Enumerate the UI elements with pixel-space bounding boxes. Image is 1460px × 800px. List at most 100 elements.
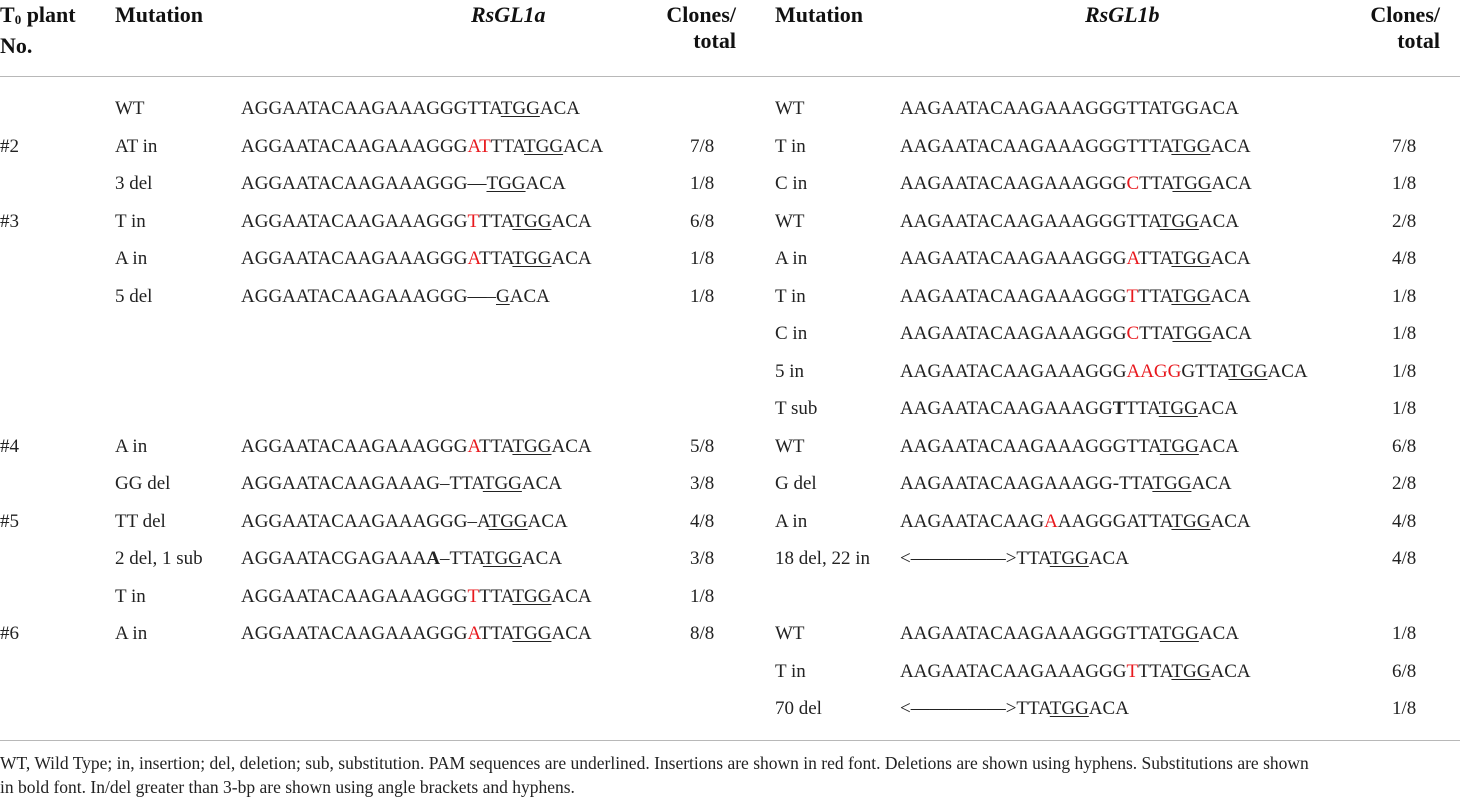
sequence-segment: TGG [1172,323,1212,344]
cell-mutation-a: A in [115,436,148,457]
cell-sequence-b: AAGAATACAAGAAAGGGTTTATGGACA [900,661,1251,683]
cell-sequence-a: AGGAATACGAGAAAA–TTATGGACA [241,548,562,570]
sequence-segment: AAGAATACAAGAAAGGGTTA [900,623,1160,644]
header-rule [0,76,1460,77]
cell-mutation-a: 5 del [115,286,153,307]
sequence-segment: TGG [1159,623,1199,644]
sequence-segment: AAGAATACAAGAAAGGGTTA [900,211,1160,232]
sequence-segment: AAGAATACAAGAAAGGGTTTA [900,136,1172,157]
cell-sequence-b: AAGAATACAAGAAAGGGTTATGGACA [900,436,1239,458]
sequence-segment: T [1112,398,1126,419]
cell-clones-b: 2/8 [1392,473,1417,494]
cell-clones-a: 8/8 [690,623,715,644]
sequence-segment: TGG [1172,173,1212,194]
cell-plant-number: #2 [0,136,19,157]
sequence-segment: ACA [525,173,566,194]
sequence-segment: TGG [1152,473,1192,494]
sequence-segment: –TTA [440,548,483,569]
sequence-segment: TGG [1049,698,1089,719]
header-gene-a: RsGL1a [471,2,546,27]
sequence-segment: ACA [1191,473,1232,494]
sequence-segment: AT [467,136,491,157]
cell-mutation-a: T in [115,211,146,232]
cell-sequence-b: AAGAATACAAGAAAGGGTTATGGACA [900,98,1239,120]
sequence-segment: ACA [1210,661,1251,682]
cell-clones-a: 3/8 [690,473,715,494]
sequence-segment: TGG [1228,361,1268,382]
sequence-segment: T [467,586,480,607]
cell-mutation-b: C in [775,323,808,344]
sequence-segment: AAGAATACAAGAAAGGG [900,661,1127,682]
cell-clones-b: 1/8 [1392,698,1417,719]
sequence-segment: TTA [1139,323,1173,344]
cell-mutation-b: G del [775,473,817,494]
cell-mutation-b: WT [775,98,805,119]
sequence-segment: A [426,548,441,569]
cell-sequence-a: AGGAATACAAGAAAGGG—–GACA [241,286,550,308]
sequence-segment: AAGGGATTA [1057,511,1172,532]
cell-sequence-b: AAGAATACAAGAAAGGGATTATGGACA [900,248,1251,270]
cell-sequence-a: AGGAATACAAGAAAGGG—TGGACA [241,173,566,195]
sequence-segment: TGG [486,173,526,194]
sequence-segment: ACA [527,511,568,532]
cell-clones-b: 4/8 [1392,511,1417,532]
table-footnote: WT, Wild Type; in, insertion; del, delet… [0,751,1460,799]
sequence-segment: TGG [512,211,552,232]
cell-clones-b: 1/8 [1392,623,1417,644]
sequence-segment: TGG [1171,511,1211,532]
cell-mutation-b: A in [775,511,808,532]
cell-clones-a: 3/8 [690,548,715,569]
sequence-segment: AGGAATACGAGAAA [241,548,427,569]
cell-mutation-b: WT [775,436,805,457]
sequence-segment: ACA [1197,398,1238,419]
cell-clones-b: 6/8 [1392,661,1417,682]
cell-sequence-a: AGGAATACAAGAAAGGGTTTATGGACA [241,211,592,233]
cell-sequence-a: AGGAATACAAGAAAG–TTATGGACA [241,473,562,495]
footer-rule [0,740,1460,741]
sequence-segment: A [467,436,480,457]
cell-sequence-a: AGGAATACAAGAAAGGGATTATGGACA [241,248,592,270]
sequence-segment: ACA [563,136,604,157]
cell-mutation-b: A in [775,248,808,269]
sequence-segment: ACA [1211,323,1252,344]
sequence-segment: AGGAATACAAGAAAGGG–A [241,511,489,532]
cell-mutation-a: A in [115,248,148,269]
sequence-segment: ACA [551,436,592,457]
cell-plant-number: #5 [0,511,19,532]
sequence-segment: C [1126,323,1140,344]
sequence-segment: AAGAATACAAGAAAGGG [900,286,1127,307]
cell-sequence-a: AGGAATACAAGAAAGGGATTTATGGACA [241,136,603,158]
cell-sequence-b: <—————>TTATGGACA [900,698,1129,720]
cell-clones-b: 4/8 [1392,248,1417,269]
sequence-segment: TTA [1138,661,1172,682]
sequence-segment: AGGAATACAAGAAAGGG [241,623,468,644]
sequence-segment: ACA [551,623,592,644]
sequence-segment: ACA [1211,173,1252,194]
cell-clones-a: 1/8 [690,286,715,307]
sequence-segment: TTA [1139,173,1173,194]
header-mutation-b: Mutation [775,2,863,27]
cell-sequence-b: <—————>TTATGGACA [900,548,1129,570]
cell-plant-number: #3 [0,211,19,232]
sequence-segment: ACA [539,98,580,119]
cell-clones-a: 1/8 [690,248,715,269]
cell-sequence-b: AAGAATACAAGAAAGGGTTATGGACA [900,211,1239,233]
sequence-segment: AGGAATACAAGAAAGGG—– [241,286,496,307]
sequence-segment: A [1126,248,1139,269]
sequence-segment: A [1044,511,1058,532]
sequence-segment: AAGAATACAAGAAAGGGTTA [900,436,1160,457]
sequence-segment: TGG [512,248,552,269]
cell-clones-a: 5/8 [690,436,715,457]
cell-mutation-b: WT [775,623,805,644]
cell-mutation-b: 18 del, 22 in [775,548,870,569]
sequence-segment: TGG [1171,248,1211,269]
sequence-segment: ACA [1198,436,1239,457]
sequence-segment: TTA [479,248,513,269]
sequence-segment: AAGAATACAAG [900,511,1045,532]
sequence-segment: TTA [490,136,525,157]
header-mutation-a: Mutation [115,2,203,27]
cell-mutation-b: C in [775,173,808,194]
sequence-segment: <—————>TTA [900,698,1050,719]
sequence-segment: TGG [482,548,522,569]
cell-sequence-b: AAGAATACAAGAAAGGGTTATGGACA [900,623,1239,645]
